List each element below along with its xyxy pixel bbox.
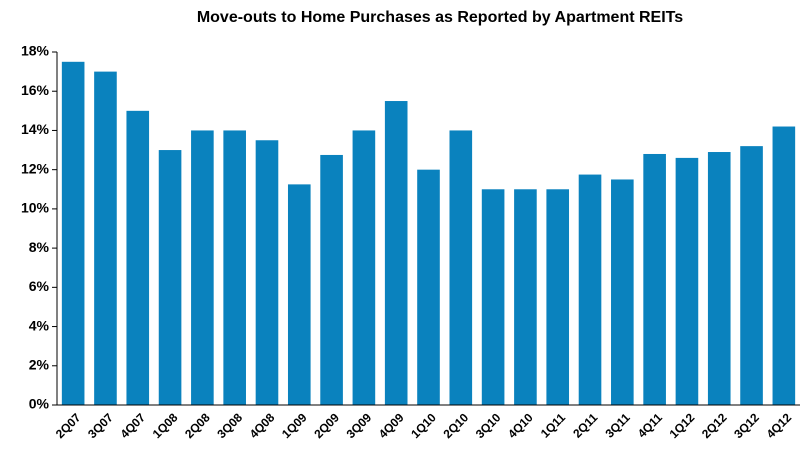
x-tick-label: 2Q12 (699, 410, 730, 441)
bar (287, 184, 311, 405)
bar (611, 179, 634, 405)
y-tick-label: 2% (29, 356, 50, 372)
bar (707, 152, 731, 405)
x-tick-label: 2Q10 (441, 410, 472, 441)
y-tick-label: 10% (21, 200, 50, 216)
x-tick-label: 1Q09 (279, 410, 310, 441)
x-tick-label: 4Q11 (635, 410, 665, 440)
bar (772, 126, 796, 406)
x-tick-label: 2Q09 (311, 410, 342, 441)
x-tick-label: 2Q07 (53, 410, 84, 441)
x-tick-label: 2Q08 (182, 410, 213, 441)
chart-title: Move-outs to Home Purchases as Reported … (197, 9, 683, 26)
x-tick-label: 1Q12 (667, 410, 698, 441)
x-tick-label: 4Q09 (376, 410, 407, 441)
bar (94, 71, 117, 405)
bar (675, 157, 699, 405)
bar (514, 189, 537, 405)
bar (449, 130, 473, 405)
bar (643, 153, 666, 405)
bar (158, 150, 182, 405)
x-tick-label: 3Q08 (214, 410, 245, 441)
bar (578, 174, 602, 405)
x-tick-label: 1Q10 (408, 410, 439, 441)
x-tick-label: 1Q11 (538, 410, 568, 440)
bar (191, 130, 214, 405)
x-tick-label: 3Q07 (85, 410, 116, 441)
x-tick-label: 4Q10 (505, 410, 536, 441)
bar (126, 110, 150, 405)
x-tick-label: 4Q08 (247, 410, 278, 441)
y-tick-label: 16% (21, 82, 50, 98)
y-tick-label: 0% (29, 396, 50, 412)
bar (255, 140, 279, 405)
bar (481, 189, 505, 405)
x-tick-label: 3Q10 (473, 410, 504, 441)
bar (61, 61, 85, 406)
x-tick-label: 3Q12 (731, 410, 762, 441)
x-tick-label: 4Q07 (117, 410, 148, 441)
y-tick-label: 8% (29, 239, 50, 255)
bar (740, 146, 763, 405)
bar (384, 101, 408, 406)
y-tick-label: 18% (21, 43, 50, 59)
x-tick-label: 3Q09 (344, 410, 375, 441)
x-tick-label: 3Q11 (602, 410, 632, 440)
bar (546, 189, 570, 405)
y-tick-label: 4% (29, 317, 50, 333)
bar (417, 169, 440, 405)
y-tick-label: 12% (21, 160, 50, 176)
x-tick-label: 2Q11 (570, 410, 600, 440)
bar (223, 130, 246, 405)
x-tick-label: 1Q08 (150, 410, 181, 441)
bar (352, 130, 376, 405)
y-tick-label: 14% (21, 121, 50, 137)
x-tick-label: 4Q12 (764, 410, 795, 441)
y-tick-label: 6% (29, 278, 50, 294)
bar (320, 154, 343, 405)
